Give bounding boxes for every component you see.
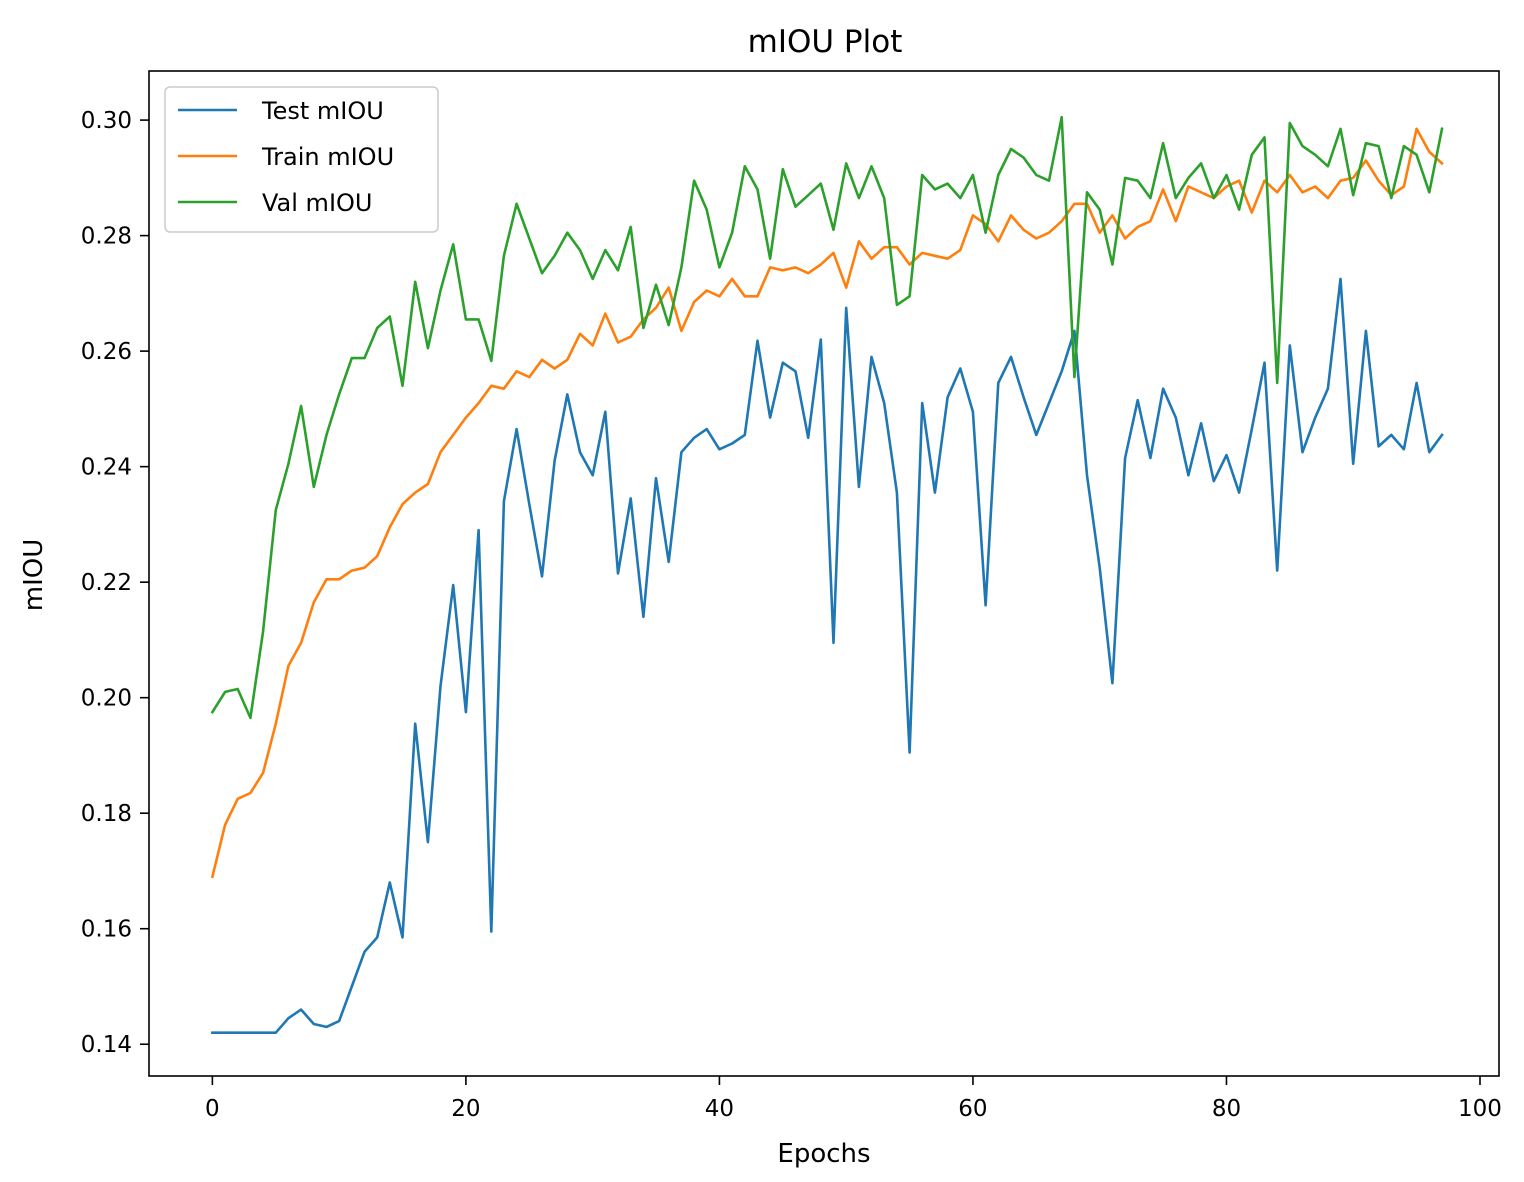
x-tick-label: 80 bbox=[1212, 1096, 1241, 1122]
x-tick-label: 20 bbox=[451, 1096, 480, 1122]
x-axis-label: Epochs bbox=[777, 1139, 870, 1169]
y-tick-label: 0.22 bbox=[81, 570, 132, 596]
y-tick-label: 0.28 bbox=[81, 224, 132, 250]
x-tick-label: 60 bbox=[958, 1096, 987, 1122]
y-axis-ticks: 0.14 0.16 0.18 0.20 0.22 0.24 0.26 0.28 0.30 bbox=[81, 108, 149, 1058]
y-tick-label: 0.14 bbox=[81, 1032, 132, 1058]
legend-label-train: Train mIOU bbox=[261, 143, 394, 171]
series-lines bbox=[210, 115, 1444, 1034]
x-axis-ticks: 0 20 40 60 80 100 bbox=[205, 1076, 1502, 1122]
legend-label-test: Test mIOU bbox=[261, 97, 384, 125]
y-tick-label: 0.26 bbox=[81, 339, 132, 365]
series-line-val-miou bbox=[210, 115, 1444, 720]
chart-title: mIOU Plot bbox=[748, 24, 903, 60]
y-tick-label: 0.18 bbox=[81, 801, 132, 827]
x-tick-label: 40 bbox=[705, 1096, 734, 1122]
legend-label-val: Val mIOU bbox=[262, 189, 372, 217]
x-tick-label: 0 bbox=[205, 1096, 220, 1122]
y-tick-label: 0.30 bbox=[81, 108, 132, 134]
y-tick-label: 0.20 bbox=[81, 686, 132, 712]
series-line-train-miou bbox=[210, 127, 1444, 879]
plot-frame bbox=[148, 70, 1500, 1077]
legend: Test mIOU Train mIOU Val mIOU bbox=[164, 86, 439, 233]
y-axis-label: mIOU bbox=[19, 539, 49, 612]
legend-box bbox=[164, 86, 439, 233]
y-tick-label: 0.24 bbox=[81, 455, 132, 481]
x-tick-label: 100 bbox=[1458, 1096, 1502, 1122]
series-line-test-miou bbox=[211, 277, 1444, 1034]
y-tick-label: 0.16 bbox=[81, 917, 132, 943]
